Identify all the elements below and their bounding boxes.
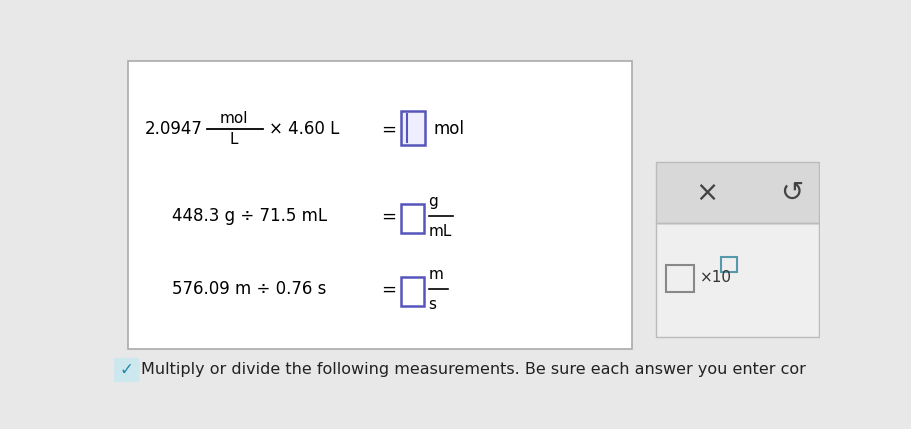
Text: =: = bbox=[382, 281, 396, 299]
Text: ×10: ×10 bbox=[700, 270, 732, 285]
Text: mol: mol bbox=[220, 111, 249, 126]
Text: ↺: ↺ bbox=[781, 178, 804, 206]
FancyBboxPatch shape bbox=[656, 223, 819, 337]
Text: g: g bbox=[428, 193, 438, 208]
Text: × 4.60 L: × 4.60 L bbox=[269, 120, 339, 138]
FancyBboxPatch shape bbox=[113, 358, 139, 383]
Text: mL: mL bbox=[428, 224, 452, 239]
Text: m: m bbox=[428, 267, 444, 282]
Text: s: s bbox=[428, 297, 436, 312]
Text: =: = bbox=[382, 207, 396, 225]
Text: ×: × bbox=[695, 178, 719, 206]
FancyBboxPatch shape bbox=[401, 277, 424, 306]
Text: 448.3 g ÷ 71.5 mL: 448.3 g ÷ 71.5 mL bbox=[172, 207, 327, 225]
Text: mol: mol bbox=[433, 120, 465, 138]
FancyBboxPatch shape bbox=[401, 204, 424, 233]
Text: =: = bbox=[382, 120, 396, 138]
Text: 576.09 m ÷ 0.76 s: 576.09 m ÷ 0.76 s bbox=[172, 281, 326, 299]
FancyBboxPatch shape bbox=[128, 61, 631, 350]
Text: Multiply or divide the following measurements. Be sure each answer you enter cor: Multiply or divide the following measure… bbox=[141, 362, 806, 377]
Text: ✓: ✓ bbox=[119, 361, 133, 379]
FancyBboxPatch shape bbox=[656, 162, 819, 223]
FancyBboxPatch shape bbox=[401, 111, 425, 145]
FancyBboxPatch shape bbox=[666, 265, 693, 293]
Text: 2.0947: 2.0947 bbox=[145, 120, 203, 138]
FancyBboxPatch shape bbox=[722, 257, 737, 272]
Text: L: L bbox=[230, 132, 239, 147]
